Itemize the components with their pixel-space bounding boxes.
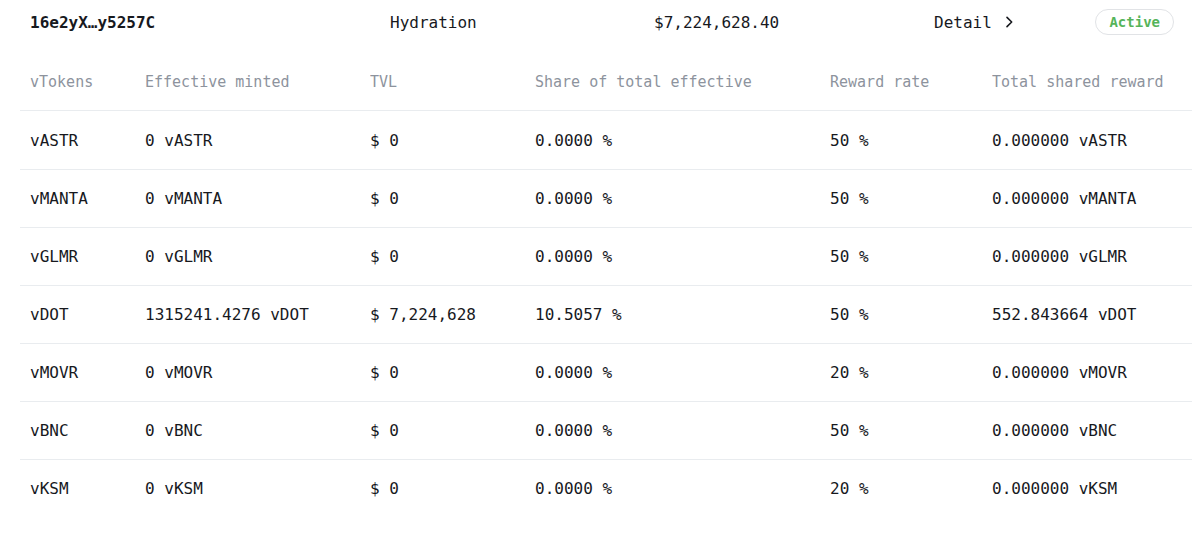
cell-total-shared-reward: 0.000000 vASTR <box>992 131 1192 150</box>
column-header-effective: Effective minted <box>145 73 370 91</box>
column-header-reward-rate: Reward rate <box>830 73 992 91</box>
cell-token: vGLMR <box>30 247 145 266</box>
table-row: vMANTA 0 vMANTA $ 0 0.0000 % 50 % 0.0000… <box>20 169 1192 227</box>
cell-token: vMANTA <box>30 189 145 208</box>
table-body: vASTR 0 vASTR $ 0 0.0000 % 50 % 0.000000… <box>20 111 1192 517</box>
cell-share: 0.0000 % <box>535 131 830 150</box>
cell-effective-minted: 0 vBNC <box>145 421 370 440</box>
cell-total-shared-reward: 0.000000 vMOVR <box>992 363 1192 382</box>
column-header-total-shared-reward: Total shared reward <box>992 73 1192 91</box>
column-header-vtokens: vTokens <box>30 73 145 91</box>
cell-effective-minted: 0 vMOVR <box>145 363 370 382</box>
cell-token: vKSM <box>30 479 145 498</box>
cell-reward-rate: 50 % <box>830 247 992 266</box>
cell-reward-rate: 50 % <box>830 421 992 440</box>
chevron-right-icon <box>1001 14 1017 30</box>
cell-tvl: $ 0 <box>370 131 535 150</box>
table-row: vBNC 0 vBNC $ 0 0.0000 % 50 % 0.000000 v… <box>20 401 1192 459</box>
farm-header-bar: 16e2yX…y5257C Hydration $7,224,628.40 De… <box>0 0 1200 44</box>
cell-share: 0.0000 % <box>535 421 830 440</box>
detail-button[interactable]: Detail <box>934 0 1017 44</box>
network-name: Hydration <box>390 0 477 44</box>
cell-share: 0.0000 % <box>535 247 830 266</box>
cell-token: vMOVR <box>30 363 145 382</box>
cell-share: 0.0000 % <box>535 363 830 382</box>
cell-tvl: $ 0 <box>370 247 535 266</box>
cell-tvl: $ 0 <box>370 421 535 440</box>
status-badge-wrap: Active <box>1095 0 1174 44</box>
cell-reward-rate: 50 % <box>830 305 992 324</box>
cell-token: vASTR <box>30 131 145 150</box>
table-row: vASTR 0 vASTR $ 0 0.0000 % 50 % 0.000000… <box>20 111 1192 169</box>
column-header-tvl: TVL <box>370 73 535 91</box>
cell-token: vBNC <box>30 421 145 440</box>
cell-effective-minted: 0 vASTR <box>145 131 370 150</box>
total-value: $7,224,628.40 <box>654 0 779 44</box>
status-badge: Active <box>1095 9 1174 35</box>
detail-label: Detail <box>934 13 992 32</box>
table-column-headers: vTokens Effective minted TVL Share of to… <box>20 44 1192 111</box>
table-row: vKSM 0 vKSM $ 0 0.0000 % 20 % 0.000000 v… <box>20 459 1192 517</box>
account-address: 16e2yX…y5257C <box>30 0 155 44</box>
cell-reward-rate: 50 % <box>830 189 992 208</box>
cell-total-shared-reward: 552.843664 vDOT <box>992 305 1192 324</box>
table-row: vGLMR 0 vGLMR $ 0 0.0000 % 50 % 0.000000… <box>20 227 1192 285</box>
table-row: vDOT 1315241.4276 vDOT $ 7,224,628 10.50… <box>20 285 1192 343</box>
column-header-share: Share of total effective <box>535 73 830 91</box>
table-row: vMOVR 0 vMOVR $ 0 0.0000 % 20 % 0.000000… <box>20 343 1192 401</box>
cell-total-shared-reward: 0.000000 vKSM <box>992 479 1192 498</box>
cell-effective-minted: 0 vKSM <box>145 479 370 498</box>
vtokens-table: vTokens Effective minted TVL Share of to… <box>20 44 1192 517</box>
cell-total-shared-reward: 0.000000 vMANTA <box>992 189 1192 208</box>
cell-reward-rate: 50 % <box>830 131 992 150</box>
cell-effective-minted: 0 vGLMR <box>145 247 370 266</box>
cell-effective-minted: 0 vMANTA <box>145 189 370 208</box>
cell-effective-minted: 1315241.4276 vDOT <box>145 305 370 324</box>
cell-tvl: $ 0 <box>370 189 535 208</box>
cell-total-shared-reward: 0.000000 vGLMR <box>992 247 1192 266</box>
cell-total-shared-reward: 0.000000 vBNC <box>992 421 1192 440</box>
cell-tvl: $ 0 <box>370 479 535 498</box>
cell-tvl: $ 0 <box>370 363 535 382</box>
cell-reward-rate: 20 % <box>830 363 992 382</box>
cell-tvl: $ 7,224,628 <box>370 305 535 324</box>
cell-share: 10.5057 % <box>535 305 830 324</box>
cell-share: 0.0000 % <box>535 479 830 498</box>
cell-share: 0.0000 % <box>535 189 830 208</box>
cell-token: vDOT <box>30 305 145 324</box>
cell-reward-rate: 20 % <box>830 479 992 498</box>
